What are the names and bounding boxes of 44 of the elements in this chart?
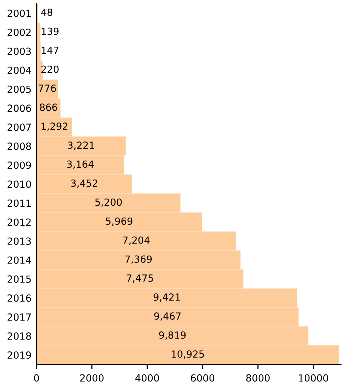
x-tick-label: 8000 (246, 374, 270, 382)
y-tick-label: 2010 (8, 180, 32, 188)
y-tick-label: 2017 (8, 314, 32, 322)
data-label: 9,467 (154, 312, 181, 321)
y-tick-label: 2007 (8, 124, 32, 132)
y-tick-label: 2006 (8, 104, 32, 112)
y-tick-label: 2004 (8, 66, 32, 74)
data-label: 48 (41, 8, 53, 16)
y-tick-label: 2016 (8, 294, 32, 302)
y-tick-label: 2018 (8, 332, 32, 340)
data-label: 147 (42, 46, 59, 54)
data-label: 3,452 (71, 180, 98, 188)
y-tick-label: 2015 (8, 276, 32, 284)
y-tick-label: 2011 (8, 200, 31, 208)
data-label: 9,819 (159, 332, 186, 340)
data-label: 1,292 (42, 122, 68, 132)
data-label: 9,421 (154, 294, 180, 302)
data-label: 7,475 (127, 274, 154, 284)
y-tick-label: 2003 (8, 48, 32, 56)
y-tick-label: 2008 (8, 142, 32, 150)
data-label: 866 (40, 104, 58, 112)
data-label: 7,204 (123, 236, 150, 246)
y-tick-label: 2013 (8, 238, 32, 246)
y-tick-label: 2014 (8, 256, 32, 264)
data-label: 7,369 (126, 256, 152, 264)
y-tick-label: 2019 (8, 352, 32, 359)
y-tick-label: 2012 (8, 218, 31, 226)
x-tick-label: 0 (34, 374, 40, 382)
x-tick-label: 4000 (136, 374, 160, 382)
y-tick-label: 2005 (8, 86, 32, 94)
data-label: 5,969 (106, 218, 133, 226)
y-tick-label: 2009 (8, 162, 32, 170)
data-label: 776 (39, 84, 56, 92)
x-tick-label: 10000 (299, 374, 328, 382)
data-label: 10,925 (172, 350, 204, 359)
data-label: 139 (42, 28, 59, 36)
data-label: 5,200 (96, 198, 122, 208)
x-tick-label: 2000 (80, 374, 104, 382)
x-tick-label: 6000 (191, 374, 215, 382)
y-tick-label: 2001 (8, 10, 31, 18)
data-label: 220 (42, 66, 59, 74)
y-tick-label: 2002 (8, 28, 31, 36)
data-label: 3,164 (67, 160, 94, 170)
data-label: 3,221 (68, 142, 94, 150)
